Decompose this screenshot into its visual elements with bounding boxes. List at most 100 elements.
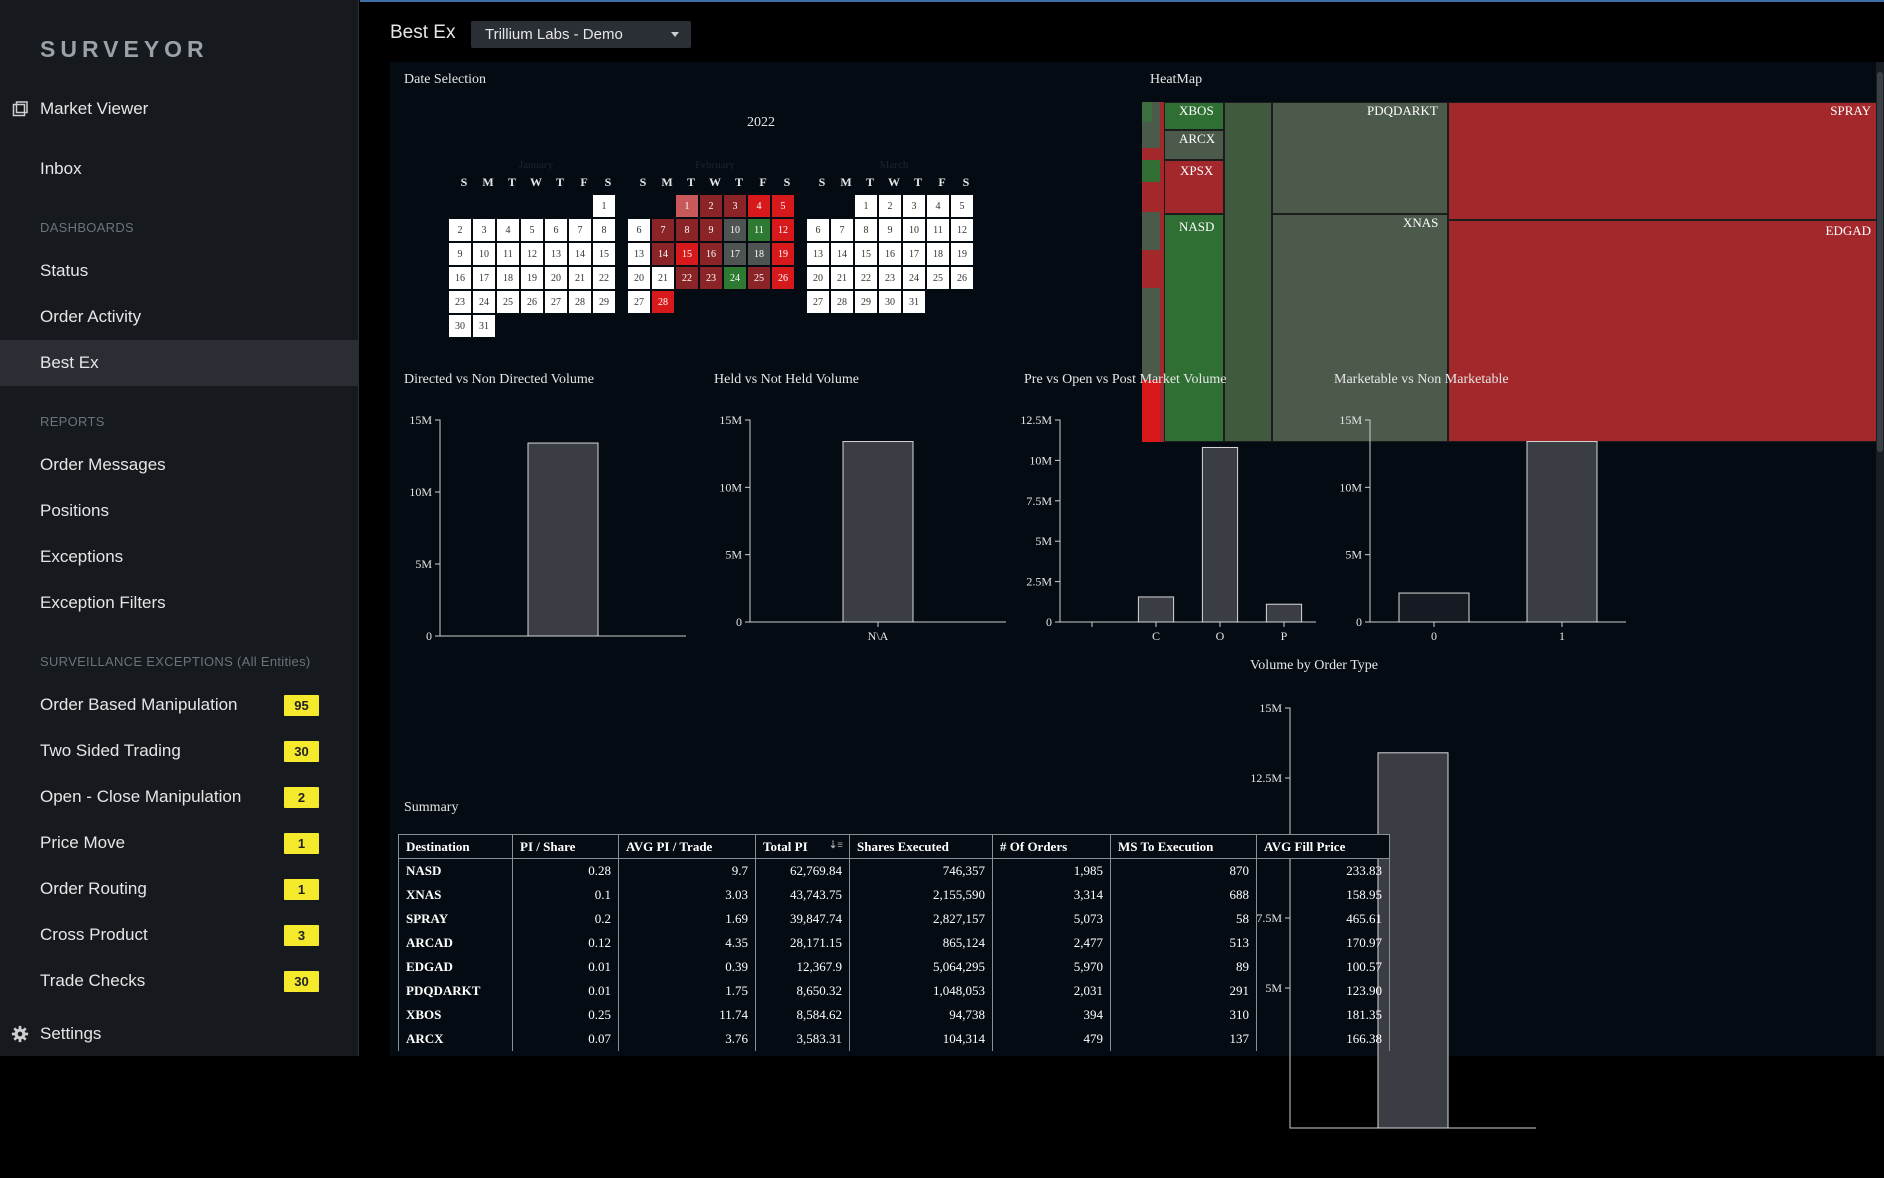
table-row[interactable]: ARCX 0.07 3.76 3,583.31 104,314 479 137 166.38 — [398, 1026, 1390, 1051]
calendar-day[interactable]: 18 — [747, 242, 771, 266]
calendar-day[interactable]: 22 — [675, 266, 699, 290]
sidebar-item-status[interactable]: Status — [0, 248, 359, 294]
bar[interactable] — [1398, 592, 1470, 623]
calendar-day[interactable]: 17 — [902, 242, 926, 266]
sidebar-item-order-activity[interactable]: Order Activity — [0, 294, 359, 340]
calendar-day[interactable]: 31 — [902, 290, 926, 314]
sidebar-item-order-routing[interactable]: Order Routing 1 — [0, 866, 359, 912]
calendar-day[interactable]: 23 — [878, 266, 902, 290]
calendar-day[interactable]: 6 — [627, 218, 651, 242]
bar[interactable] — [527, 442, 599, 637]
sidebar-item-inbox[interactable]: Inbox — [0, 146, 359, 192]
sidebar-item-open-close-manipulation[interactable]: Open - Close Manipulation 2 — [0, 774, 359, 820]
calendar-day[interactable]: 12 — [520, 242, 544, 266]
calendar-day[interactable]: 5 — [950, 194, 974, 218]
calendar-day[interactable]: 4 — [747, 194, 771, 218]
calendar-day[interactable]: 27 — [544, 290, 568, 314]
calendar-day[interactable]: 18 — [926, 242, 950, 266]
table-row[interactable]: EDGAD 0.01 0.39 12,367.9 5,064,295 5,970 89 100… — [398, 954, 1390, 979]
sidebar-item-two-sided-trading[interactable]: Two Sided Trading 30 — [0, 728, 359, 774]
column-header[interactable]: PI / Share — [512, 834, 619, 859]
calendar-day[interactable]: 13 — [627, 242, 651, 266]
calendar-day[interactable]: 28 — [830, 290, 854, 314]
calendar-day[interactable]: 26 — [950, 266, 974, 290]
scrollbar-thumb[interactable] — [1877, 72, 1883, 452]
calendar-day[interactable]: 21 — [651, 266, 675, 290]
calendar-day[interactable]: 10 — [902, 218, 926, 242]
calendar-day[interactable]: 25 — [926, 266, 950, 290]
calendar-day[interactable]: 8 — [592, 218, 616, 242]
calendar-day[interactable]: 20 — [627, 266, 651, 290]
table-row[interactable]: SPRAY 0.2 1.69 39,847.74 2,827,157 5,073 58 465… — [398, 906, 1390, 931]
calendar-day[interactable]: 26 — [771, 266, 795, 290]
sidebar-item-exceptions[interactable]: Exceptions — [0, 534, 359, 580]
calendar-day[interactable]: 29 — [854, 290, 878, 314]
sidebar-item-order-messages[interactable]: Order Messages — [0, 442, 359, 488]
table-row[interactable]: NASD 0.28 9.7 62,769.84 746,357 1,985 870 233.8… — [398, 858, 1390, 883]
calendar-day[interactable]: 1 — [592, 194, 616, 218]
calendar-day[interactable]: 2 — [699, 194, 723, 218]
calendar-day[interactable]: 25 — [747, 266, 771, 290]
calendar-day[interactable]: 4 — [496, 218, 520, 242]
calendar-day[interactable]: 2 — [448, 218, 472, 242]
calendar-day[interactable]: 27 — [806, 290, 830, 314]
table-row[interactable]: PDQDARKT 0.01 1.75 8,650.32 1,048,053 2,031 29… — [398, 978, 1390, 1003]
column-header[interactable]: AVG Fill Price — [1256, 834, 1390, 859]
calendar-day[interactable]: 5 — [520, 218, 544, 242]
bar[interactable] — [1526, 441, 1598, 623]
calendar-day[interactable]: 26 — [520, 290, 544, 314]
calendar-day[interactable]: 3 — [472, 218, 496, 242]
calendar-day[interactable]: 10 — [472, 242, 496, 266]
calendar-day[interactable]: 8 — [675, 218, 699, 242]
sidebar-item-order-based-manipulation[interactable]: Order Based Manipulation 95 — [0, 682, 359, 728]
table-row[interactable]: ARCAD 0.12 4.35 28,171.15 865,124 2,477 513 170… — [398, 930, 1390, 955]
sidebar-item-price-move[interactable]: Price Move 1 — [0, 820, 359, 866]
calendar-day[interactable]: 7 — [651, 218, 675, 242]
column-header[interactable]: AVG PI / Trade — [618, 834, 756, 859]
calendar-day[interactable]: 29 — [592, 290, 616, 314]
calendar-day[interactable]: 9 — [448, 242, 472, 266]
calendar-day[interactable]: 21 — [830, 266, 854, 290]
column-header[interactable]: MS To Execution — [1110, 834, 1257, 859]
calendar-day[interactable]: 6 — [544, 218, 568, 242]
calendar-day[interactable]: 8 — [854, 218, 878, 242]
sidebar-item-cross-product[interactable]: Cross Product 3 — [0, 912, 359, 958]
calendar-day[interactable]: 17 — [472, 266, 496, 290]
calendar-day[interactable]: 30 — [448, 314, 472, 338]
calendar-day[interactable]: 6 — [806, 218, 830, 242]
calendar-day[interactable]: 24 — [902, 266, 926, 290]
calendar-day[interactable]: 13 — [806, 242, 830, 266]
bar[interactable] — [1137, 596, 1175, 623]
calendar-day[interactable]: 16 — [699, 242, 723, 266]
calendar-day[interactable]: 27 — [627, 290, 651, 314]
calendar-day[interactable]: 23 — [448, 290, 472, 314]
calendar-day[interactable]: 24 — [723, 266, 747, 290]
calendar-day[interactable]: 19 — [771, 242, 795, 266]
calendar-day[interactable]: 15 — [854, 242, 878, 266]
calendar-day[interactable]: 7 — [568, 218, 592, 242]
calendar-day[interactable]: 22 — [592, 266, 616, 290]
calendar-day[interactable]: 31 — [472, 314, 496, 338]
calendar-day[interactable]: 11 — [496, 242, 520, 266]
sidebar-item-exception-filters[interactable]: Exception Filters — [0, 580, 359, 626]
sidebar-item-positions[interactable]: Positions — [0, 488, 359, 534]
calendar-day[interactable]: 30 — [878, 290, 902, 314]
calendar-day[interactable]: 17 — [723, 242, 747, 266]
calendar-day[interactable]: 16 — [448, 266, 472, 290]
calendar-day[interactable]: 14 — [568, 242, 592, 266]
calendar-day[interactable]: 12 — [771, 218, 795, 242]
calendar-day[interactable]: 23 — [699, 266, 723, 290]
calendar-day[interactable]: 20 — [806, 266, 830, 290]
calendar-day[interactable]: 10 — [723, 218, 747, 242]
calendar-day[interactable]: 28 — [568, 290, 592, 314]
calendar-day[interactable]: 19 — [520, 266, 544, 290]
heatmap[interactable]: XBOS ARCX XPSX NASD PDQDARKT XNAS SPRAY … — [1142, 102, 1882, 442]
sidebar-item-settings[interactable]: Settings — [0, 1011, 359, 1057]
calendar-day[interactable]: 14 — [651, 242, 675, 266]
calendar-day[interactable]: 12 — [950, 218, 974, 242]
column-header[interactable]: Shares Executed — [849, 834, 993, 859]
calendar-day[interactable]: 16 — [878, 242, 902, 266]
calendar-day[interactable]: 22 — [854, 266, 878, 290]
calendar-day[interactable]: 14 — [830, 242, 854, 266]
calendar-day[interactable]: 18 — [496, 266, 520, 290]
